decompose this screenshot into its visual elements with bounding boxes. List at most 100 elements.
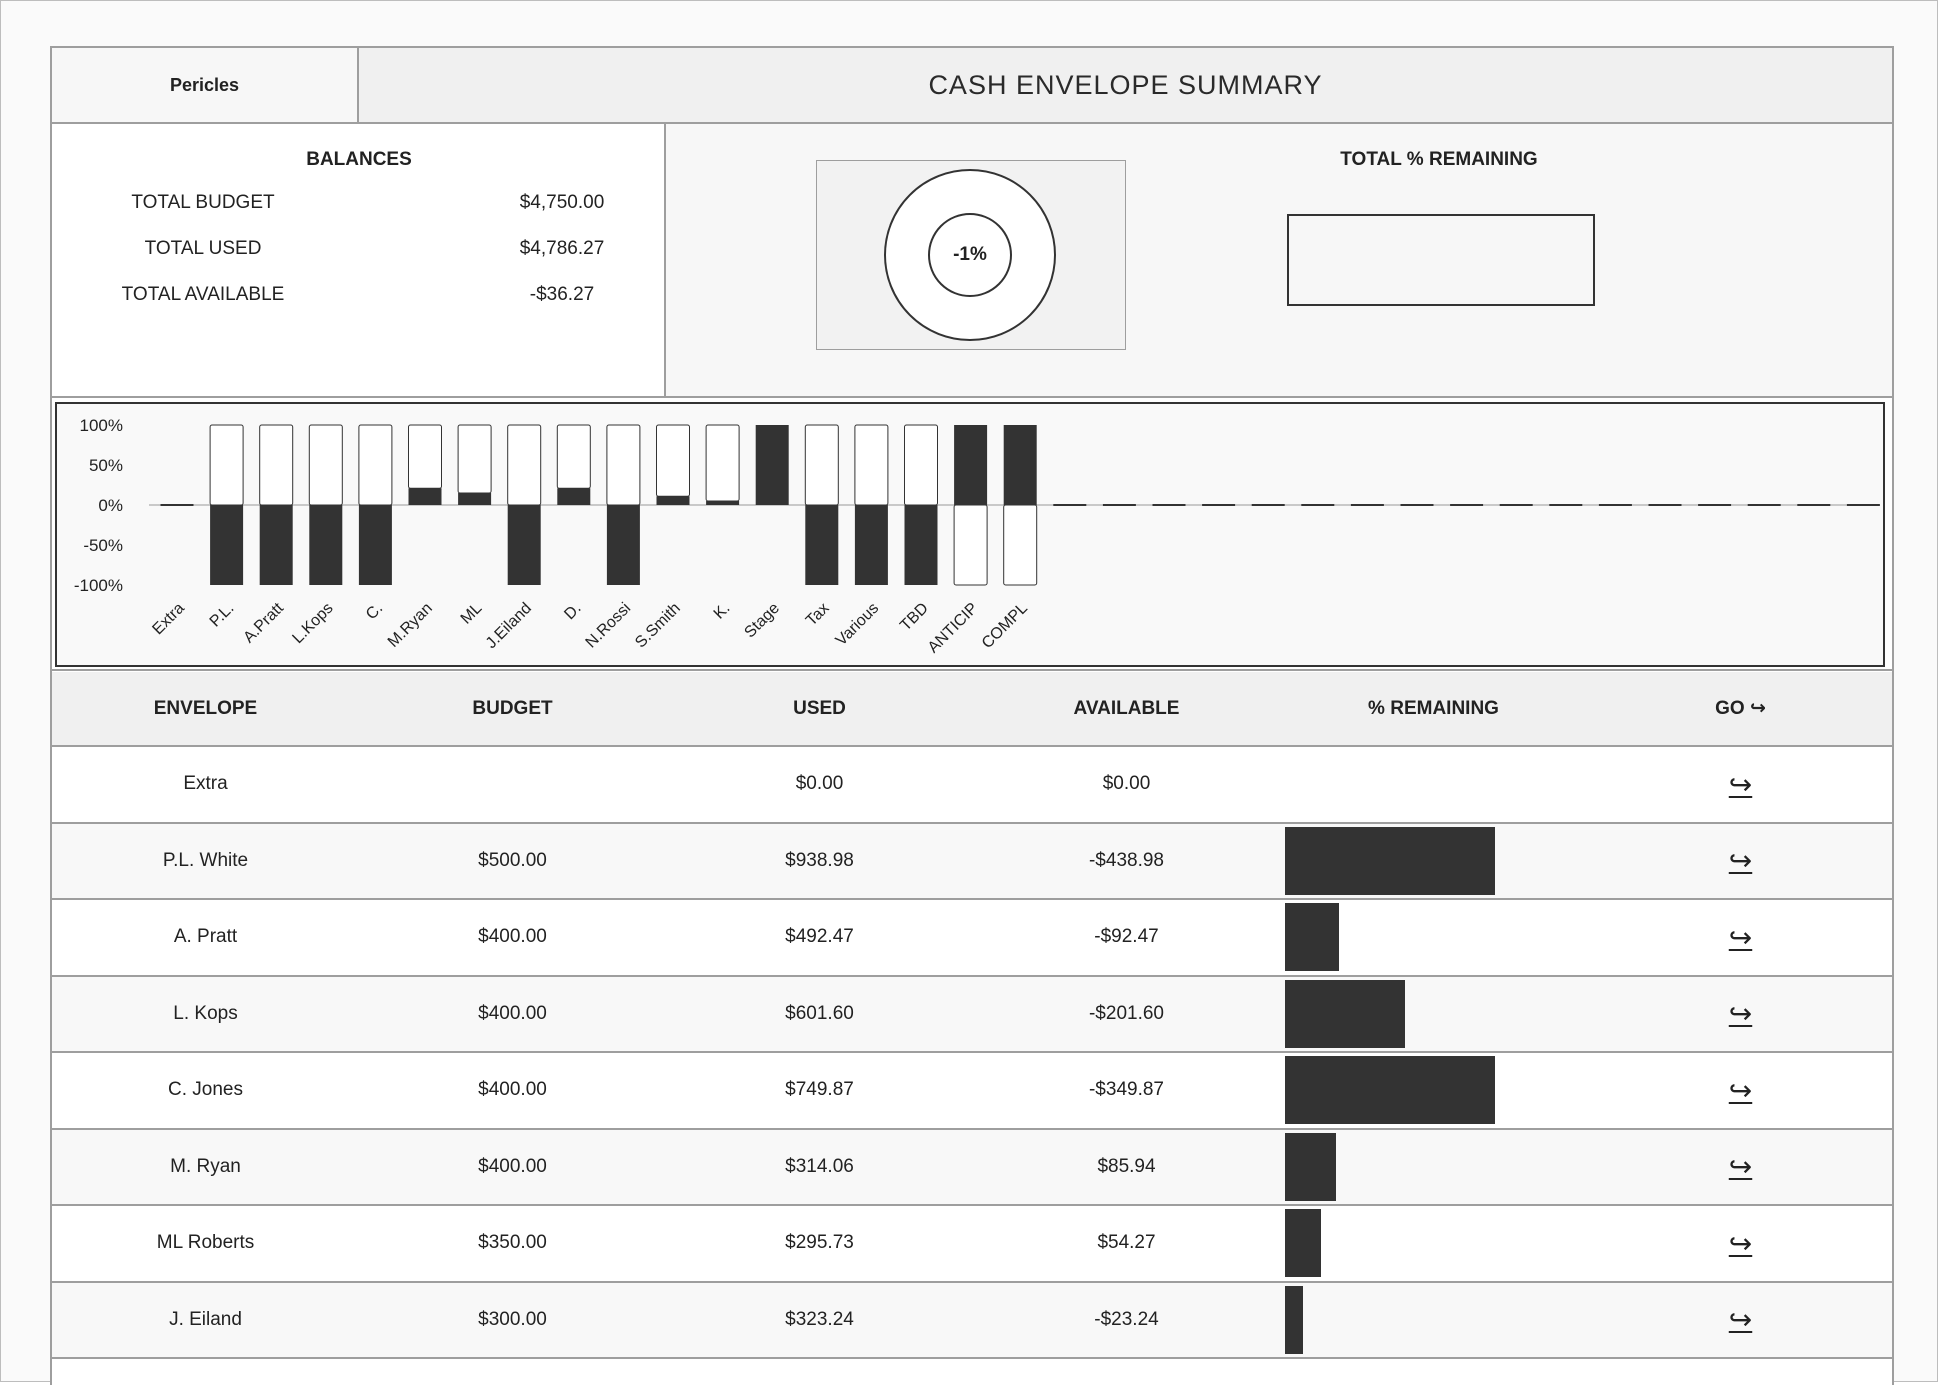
bar-remainder <box>953 504 988 586</box>
remaining-bar <box>1285 1056 1585 1124</box>
go-cell: ↪ <box>1587 1130 1894 1204</box>
x-tick-label: Various <box>833 600 883 650</box>
budget-cell: $400.00 <box>478 926 547 947</box>
envelope-name-cell: C. Jones <box>168 1079 243 1100</box>
y-tick-label: 0% <box>98 496 123 515</box>
go-cell: ↪ <box>1587 1283 1894 1357</box>
y-tick-label: 100% <box>80 416 123 435</box>
bar-remainder <box>854 424 889 506</box>
bar-remainder <box>209 424 244 506</box>
bar <box>507 505 541 585</box>
envelope-chart-section: 100% 50% 0% -50% -100% Extra P.L. A.Pratt L.Kops… <box>52 398 1892 671</box>
bar-remainder <box>606 424 641 506</box>
remaining-bar <box>1285 903 1585 971</box>
y-tick-label: 50% <box>89 456 123 475</box>
bar-remainder <box>556 424 591 489</box>
x-tick-label: Stage <box>741 600 783 642</box>
used-cell: $492.47 <box>785 926 854 947</box>
go-link-icon[interactable]: ↪ <box>1728 1074 1753 1106</box>
budget-cell: $400.00 <box>478 1155 547 1177</box>
envelope-name-cell: P.L. White <box>162 849 249 871</box>
used-cell: $749.87 <box>785 1079 854 1100</box>
available-cell: $85.94 <box>1097 1155 1156 1177</box>
x-tick-label: P.L. <box>207 600 238 631</box>
y-tick-label: -50% <box>83 536 123 555</box>
used-cell: $938.98 <box>785 849 854 871</box>
bar <box>904 505 938 585</box>
table-row: C. Jones $400.00 $749.87 -$349.87 ↪ <box>52 1053 1892 1130</box>
go-cell: ↪ <box>1587 824 1894 898</box>
bar-remainder <box>259 424 294 506</box>
bar-remainder <box>457 424 492 494</box>
bar <box>210 505 244 585</box>
owner-name: Pericles <box>52 48 359 124</box>
go-link-icon[interactable]: ↪ <box>1728 1227 1753 1259</box>
remaining-bar-fill <box>1285 979 1405 1048</box>
balance-row-available: TOTAL AVAILABLE -$36.27 <box>52 284 666 314</box>
go-link-icon[interactable]: ↪ <box>1728 768 1753 800</box>
go-cell: ↪ <box>1587 900 1894 974</box>
bar <box>358 505 392 585</box>
column-header-available: AVAILABLE <box>1073 697 1180 719</box>
go-cell: ↪ <box>1587 977 1894 1051</box>
available-cell: -$201.60 <box>1088 1002 1164 1024</box>
available-cell: $54.27 <box>1097 1232 1156 1253</box>
x-tick-label: M.Ryan <box>385 600 436 651</box>
remaining-bar-fill <box>1285 1285 1303 1354</box>
x-tick-label: Tax <box>803 600 833 630</box>
used-cell: $323.24 <box>785 1308 854 1330</box>
bar <box>606 505 640 585</box>
balances-panel: BALANCES TOTAL BUDGET $4,750.00 TOTAL US… <box>52 124 666 398</box>
y-tick-label: -100% <box>74 576 123 595</box>
balance-row-used: TOTAL USED $4,786.27 <box>52 238 666 268</box>
x-tick-label: A.Pratt <box>240 599 287 646</box>
bar <box>458 493 492 505</box>
go-cell: ↪ <box>1587 747 1894 821</box>
bar <box>656 496 690 505</box>
used-cell: $295.73 <box>785 1232 854 1253</box>
table-row: L. Kops $400.00 $601.60 -$201.60 ↪ <box>52 976 1894 1053</box>
envelope-name-cell: M. Ryan <box>170 1155 241 1177</box>
bar <box>309 505 343 585</box>
x-tick-label: K. <box>711 600 734 623</box>
x-tick-label: S.Smith <box>632 600 684 652</box>
balance-value: $4,750.00 <box>519 192 605 213</box>
go-link-icon[interactable]: ↪ <box>1728 1304 1753 1335</box>
remaining-bar <box>1285 1209 1585 1277</box>
envelope-chart: 100% 50% 0% -50% -100% Extra P.L. A.Pratt L.Kops… <box>55 402 1885 667</box>
x-tick-label: TBD <box>897 600 932 635</box>
bar-remainder <box>804 424 839 506</box>
envelope-name-cell: J. Eiland <box>169 1308 242 1330</box>
x-tick-label: Extra <box>149 600 187 638</box>
remaining-bar-fill <box>1285 826 1495 895</box>
column-header-envelope: ENVELOPE <box>153 697 258 719</box>
column-header-remaining: % REMAINING <box>1368 697 1499 719</box>
available-cell: -$23.24 <box>1094 1308 1159 1330</box>
used-cell: $314.06 <box>785 1155 854 1177</box>
go-link-icon[interactable]: ↪ <box>1728 1151 1753 1182</box>
donut-chart: -1% <box>816 160 1126 350</box>
go-link-icon[interactable]: ↪ <box>1728 845 1753 876</box>
bar <box>408 488 442 505</box>
available-cell: -$92.47 <box>1094 926 1159 947</box>
x-tick-label: ANTICIP <box>925 600 982 657</box>
go-link-icon[interactable]: ↪ <box>1728 998 1753 1029</box>
column-header-budget: BUDGET <box>472 697 553 719</box>
go-cell: ↪ <box>1587 1206 1894 1280</box>
column-header-used: USED <box>793 697 846 719</box>
balance-label: TOTAL USED <box>144 238 262 259</box>
budget-cell: $500.00 <box>478 849 547 871</box>
balances-title: BALANCES <box>306 149 412 170</box>
page-title: CASH ENVELOPE SUMMARY <box>359 48 1892 124</box>
x-tick-label: COMPL <box>979 600 1031 652</box>
balance-label: TOTAL BUDGET <box>131 192 275 213</box>
bar <box>706 501 740 505</box>
go-link-icon[interactable]: ↪ <box>1728 921 1753 953</box>
available-cell: -$438.98 <box>1088 849 1164 871</box>
bar <box>755 425 789 505</box>
bar-remainder <box>308 424 343 506</box>
bar <box>854 505 888 585</box>
balance-value: -$36.27 <box>529 284 595 305</box>
envelope-table: Extra $0.00 $0.00 ↪ P.L. White $500.00 $938.98… <box>52 747 1892 1359</box>
